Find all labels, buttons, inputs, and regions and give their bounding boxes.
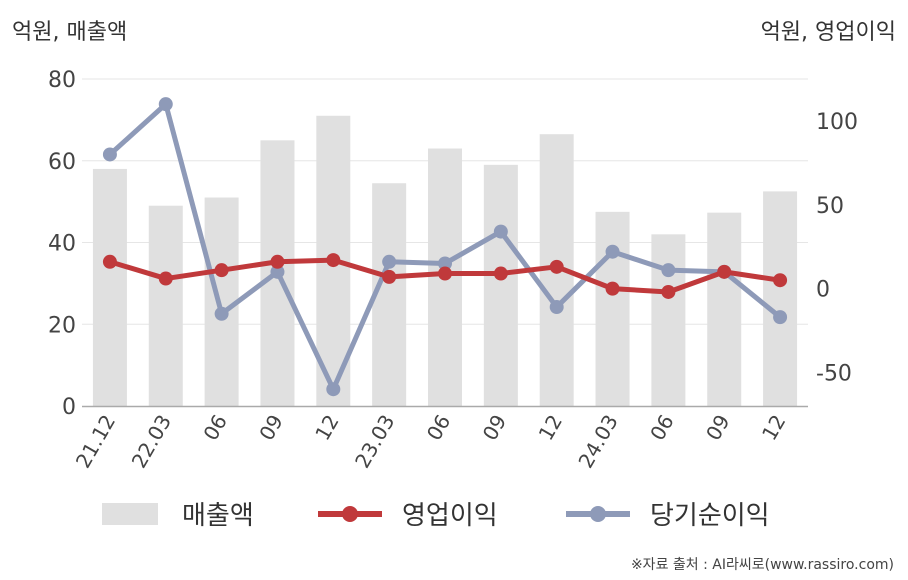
- revenue-bar: [595, 211, 630, 406]
- operating-profit-point: [382, 269, 397, 284]
- legend: 매출액 영업이익 당기순이익: [102, 501, 770, 531]
- legend-swatch-revenue: [102, 503, 158, 525]
- x-tick-label: 21.12: [71, 411, 120, 473]
- net-income-point: [493, 224, 508, 239]
- right-tick-label: -50: [816, 361, 852, 386]
- x-tick-label: 06: [645, 411, 679, 445]
- net-income-point: [270, 264, 285, 279]
- legend-label-operating-profit: 영업이익: [402, 501, 498, 531]
- revenue-bar: [372, 183, 407, 406]
- net-income-point: [326, 382, 341, 397]
- x-tick-label: 06: [422, 411, 456, 445]
- left-tick-label: 80: [48, 68, 76, 93]
- legend-label-net-income: 당기순이익: [650, 501, 770, 531]
- net-income-point: [549, 300, 564, 315]
- net-income-point: [158, 97, 173, 112]
- operating-profit-point: [214, 263, 229, 278]
- revenue-bar: [204, 197, 239, 406]
- legend-marker-net-income: [590, 506, 606, 522]
- operating-profit-point: [493, 266, 508, 281]
- operating-profit-point: [158, 271, 173, 286]
- net-income-point: [773, 310, 788, 325]
- operating-profit-point: [102, 254, 117, 269]
- x-tick-label: 09: [478, 411, 512, 445]
- left-tick-label: 0: [62, 395, 76, 420]
- net-income-point: [438, 256, 452, 271]
- line-series: [102, 97, 788, 397]
- operating-profit-point: [438, 266, 452, 281]
- source-note: ※자료 출처 : AI라씨로(www.rassiro.com): [630, 557, 894, 573]
- left-axis-unit-label: 억원, 매출액: [12, 20, 128, 45]
- revenue-bar: [148, 205, 183, 406]
- x-tick-label: 22.03: [127, 411, 176, 473]
- x-tick-label: 12: [757, 411, 791, 445]
- net-income-point: [661, 263, 676, 278]
- x-tick-label: 24.03: [573, 411, 622, 473]
- revenue-bar: [707, 212, 742, 406]
- operating-profit-point: [270, 254, 285, 269]
- x-tick-label: 09: [701, 411, 735, 445]
- operating-profit-point: [549, 259, 564, 274]
- left-tick-label: 40: [48, 232, 76, 257]
- x-tick-label: 23.03: [350, 411, 399, 473]
- x-tick-label: 12: [310, 411, 344, 445]
- revenue-bar: [763, 191, 798, 406]
- left-tick-label: 20: [48, 313, 76, 338]
- right-tick-label: 50: [816, 194, 844, 219]
- legend-label-revenue: 매출액: [182, 501, 254, 531]
- revenue-bar: [483, 164, 518, 406]
- left-tick-label: 60: [48, 150, 76, 175]
- revenue-bar: [651, 234, 686, 406]
- operating-profit-point: [661, 284, 676, 299]
- x-tick-label: 09: [254, 411, 288, 445]
- net-income-point: [102, 147, 117, 162]
- operating-profit-point: [717, 264, 732, 279]
- x-tick-label: 12: [534, 411, 568, 445]
- right-tick-label: 0: [816, 278, 830, 303]
- operating-profit-point: [773, 273, 788, 288]
- y-axis-ticks: 0 20 40 60 80 -50 0 50 100: [48, 68, 858, 420]
- revenue-bar: [92, 168, 127, 406]
- legend-marker-operating-profit: [342, 506, 358, 522]
- x-tick-label: 06: [198, 411, 232, 445]
- net-income-point: [214, 306, 229, 321]
- net-income-point: [382, 254, 397, 269]
- net-income-point: [605, 244, 620, 259]
- x-axis-ticks: 21.12 22.03 06 09 12 23.03 06 09 12 24.03 06 09 12: [71, 411, 791, 473]
- revenue-bars: [92, 115, 798, 407]
- operating-profit-point: [605, 281, 620, 296]
- operating-profit-point: [326, 253, 341, 268]
- right-tick-label: 100: [816, 110, 858, 135]
- right-axis-unit-label: 억원, 영업이익: [760, 20, 896, 45]
